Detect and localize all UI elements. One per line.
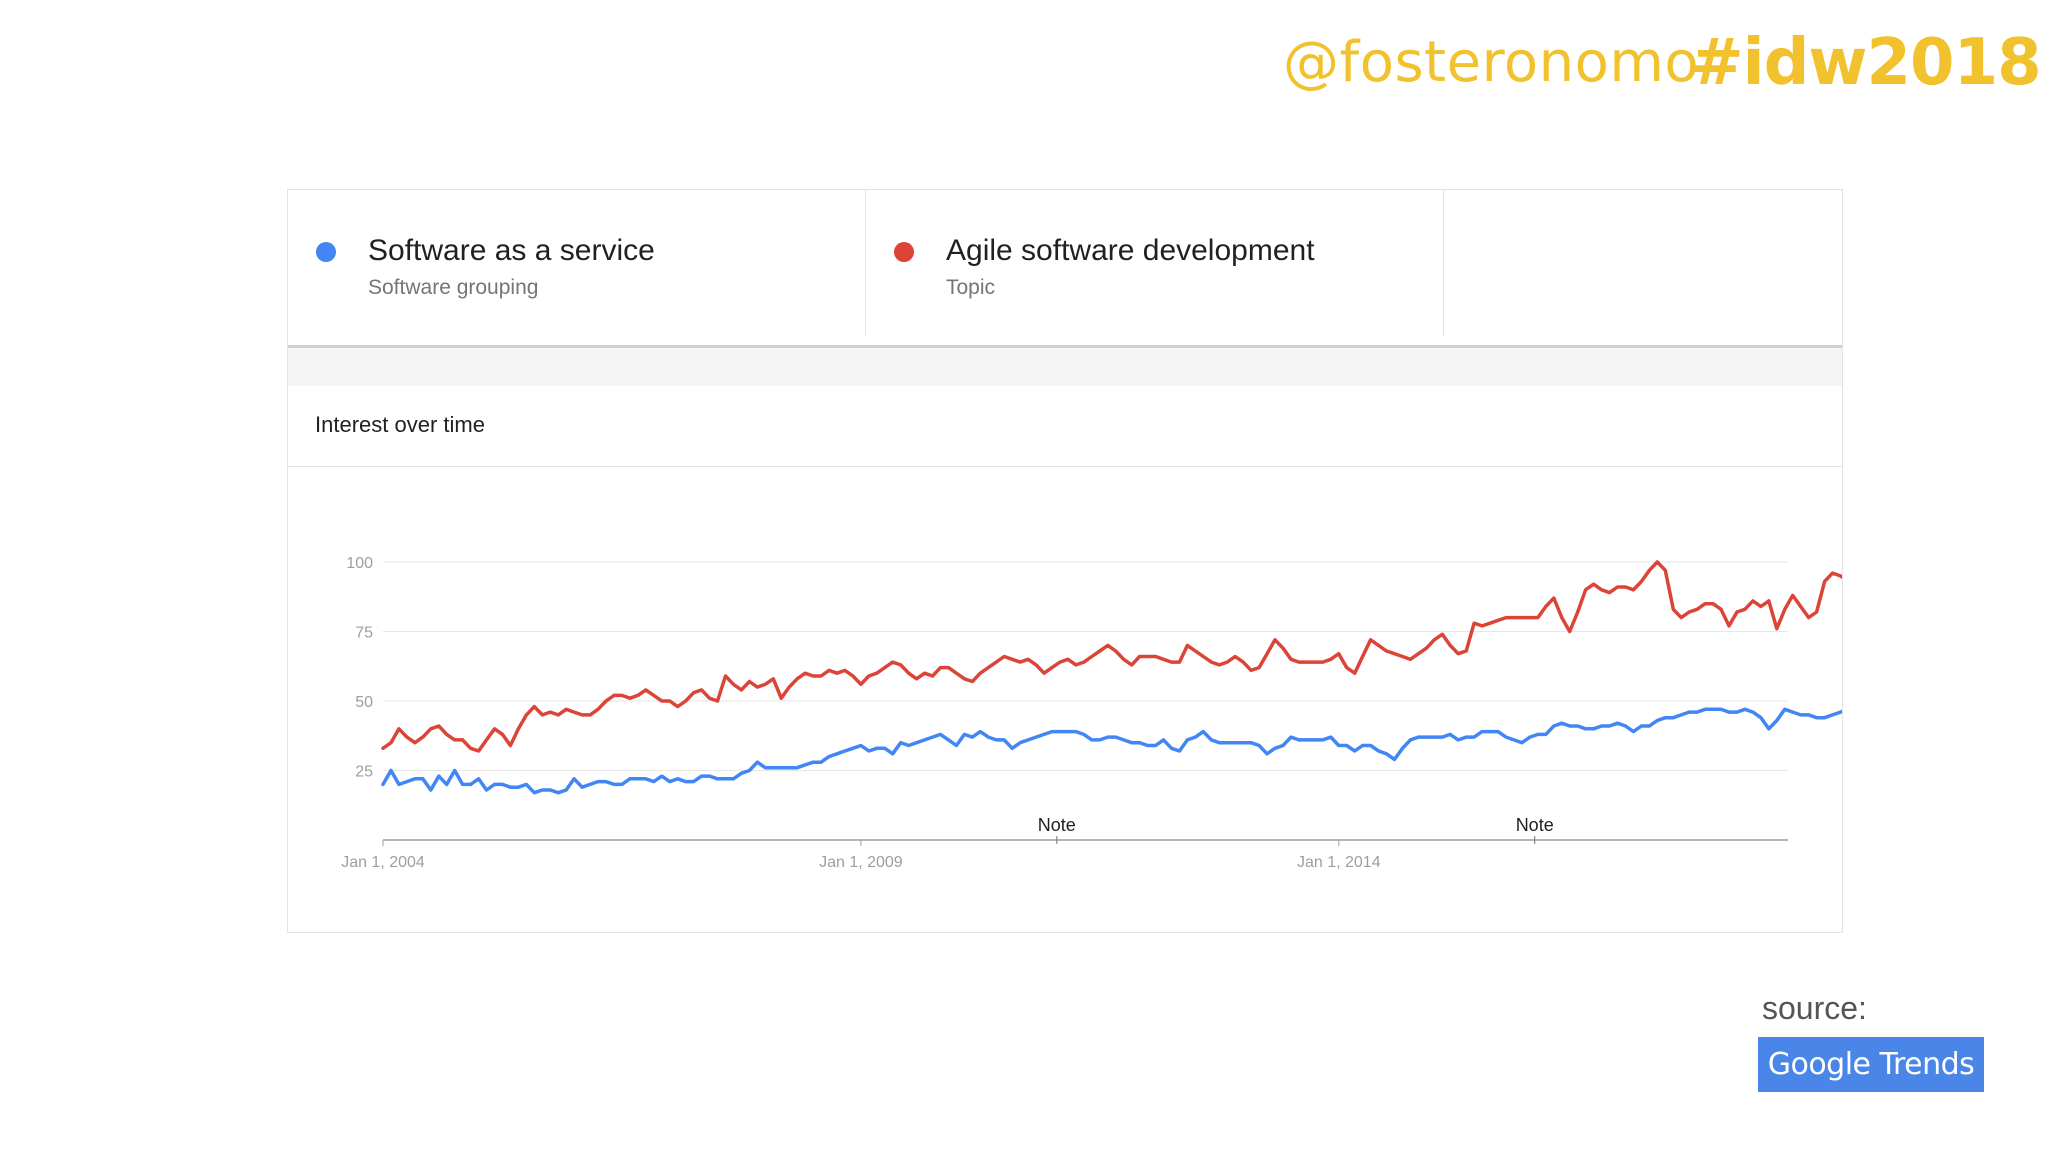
y-tick-label: 100 (346, 555, 373, 572)
series-line-software-as-a-service (381, 707, 1842, 795)
term-category: Software grouping (368, 276, 539, 299)
note-label: Note (1038, 815, 1076, 835)
terms-divider (288, 345, 1842, 348)
x-tick-label: Jan 1, 2004 (341, 854, 425, 871)
section-gap (288, 348, 1842, 386)
google-trends-logo: Google Trends (1758, 1037, 1984, 1092)
comparison-terms: Software as a service Software grouping … (288, 190, 1842, 348)
source-label: source: (1762, 990, 1867, 1026)
term-software-as-a-service[interactable]: Software as a service Software grouping (288, 190, 866, 336)
y-tick-label: 25 (355, 764, 373, 781)
series-line-agile-software-development (381, 560, 1842, 753)
twitter-handle: @fosteronomo (1283, 30, 1700, 95)
y-tick-label: 75 (355, 625, 373, 642)
x-tick-label: Jan 1, 2014 (1297, 854, 1381, 871)
panel-title: Interest over time (315, 412, 485, 437)
series-color-dot (316, 242, 336, 262)
term-category: Topic (946, 276, 996, 299)
event-hashtag: #idw2018 (1690, 26, 2042, 100)
series-color-dot (894, 242, 914, 262)
term-name: Software as a service (368, 234, 655, 267)
trends-card: Software as a service Software grouping … (287, 189, 1843, 933)
y-tick-label: 50 (355, 694, 373, 711)
term-name: Agile software development (946, 234, 1315, 267)
panel-divider (288, 466, 1842, 467)
term-agile-software-development[interactable]: Agile software development Topic (866, 190, 1444, 336)
interest-over-time-chart: 25 50 75 100 Jan 1, 2004 Jan 1, 2009 Jan 1, 20… (341, 555, 1842, 871)
x-tick-label: Jan 1, 2009 (819, 854, 903, 871)
note-label: Note (1516, 815, 1554, 835)
